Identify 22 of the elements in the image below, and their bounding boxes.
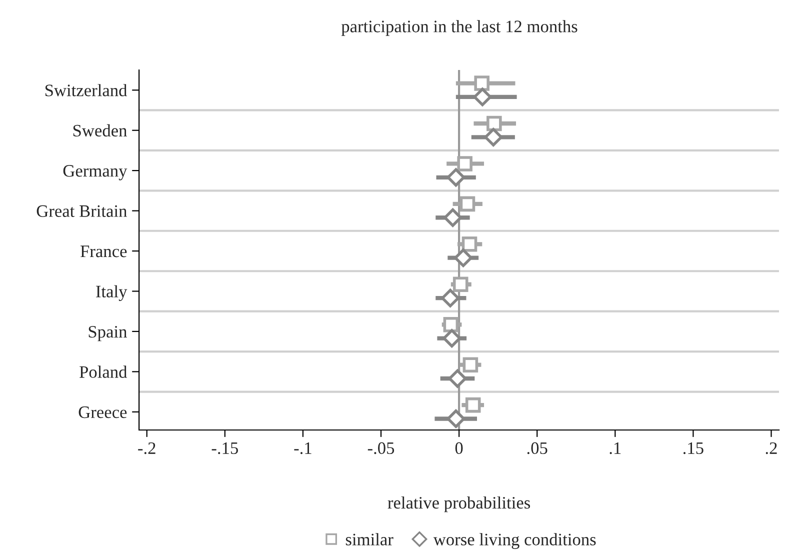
- y-tick-label: Italy: [96, 285, 128, 301]
- x-tick-label: 0: [455, 442, 463, 454]
- x-tick-label: -.05: [368, 442, 394, 454]
- x-tick-label: -.2: [138, 442, 156, 454]
- x-tick-label: .1: [610, 442, 621, 454]
- y-tick-label: Germany: [63, 165, 128, 180]
- y-tick-label: Spain: [88, 326, 127, 342]
- x-tick-label: -.1: [294, 442, 312, 454]
- x-tick-label: .05: [527, 442, 548, 454]
- x-tick-label: -.15: [212, 442, 238, 454]
- legend-label: worse living conditions: [433, 533, 596, 549]
- x-tick-label: .2: [766, 442, 777, 454]
- y-tick-label: Switzerland: [45, 84, 128, 96]
- y-tick-label: Poland: [80, 366, 128, 378]
- x-tick-label: .15: [683, 442, 704, 454]
- y-tick-label: Greece: [78, 406, 127, 418]
- legend-label: similar: [346, 533, 394, 546]
- y-tick-label: Great Britain: [36, 205, 127, 217]
- y-tick-label: France: [80, 246, 127, 258]
- x-axis-title: relative probabilities: [388, 496, 530, 512]
- y-tick-label: Sweden: [73, 124, 127, 137]
- chart-title: participation in the last 12 months: [341, 20, 578, 36]
